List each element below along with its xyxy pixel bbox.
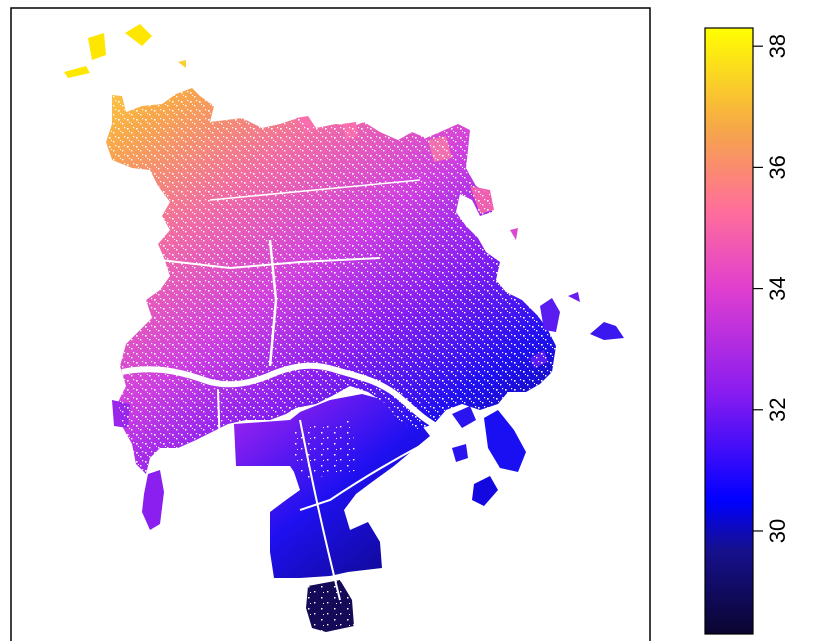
colorbar: 30 32 34 36 38 [704,27,790,635]
colorbar-tick-label-30: 30 [765,519,790,543]
colorbar-tick-label-36: 36 [765,155,790,179]
colorbar-tick-label-34: 34 [765,276,790,300]
colorbar-ramp [704,27,754,635]
colorbar-tick-label-38: 38 [765,34,790,58]
heat-raster [64,24,624,632]
colorbar-tick-label-32: 32 [765,398,790,422]
